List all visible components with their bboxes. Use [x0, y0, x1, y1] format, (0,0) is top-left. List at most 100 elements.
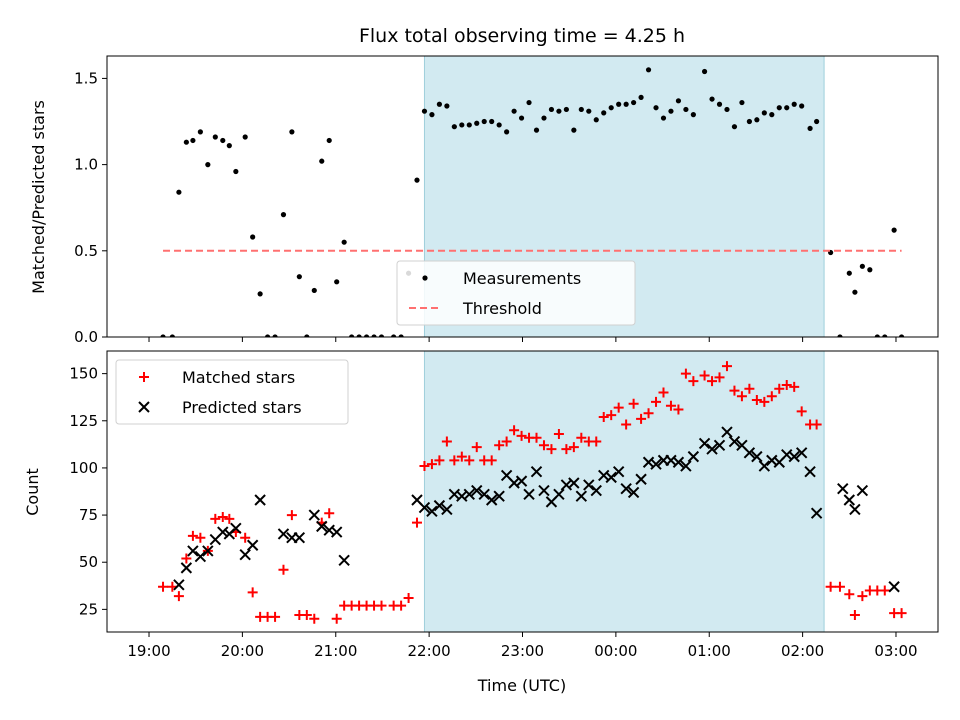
matched-star-point: [628, 398, 639, 409]
measurement-point: [799, 103, 805, 109]
matched-star-point: [301, 610, 312, 621]
matched-star-point: [181, 553, 192, 564]
measurement-point: [311, 287, 317, 294]
predicted-star-point: [635, 473, 647, 485]
measurement-point: [197, 129, 203, 135]
matched-star-point: [673, 404, 684, 415]
measurement-point: [220, 137, 226, 144]
predicted-star-point: [246, 539, 259, 551]
matched-star-point: [651, 396, 662, 407]
top-y-tick-label: 1.5: [74, 69, 98, 87]
measurement-point: [556, 108, 562, 114]
legend-marker-measurements: [422, 275, 428, 281]
matched-star-point: [561, 444, 572, 455]
measurement-point: [541, 115, 547, 121]
bottom-series-matched-stars: [158, 361, 907, 624]
predicted-star-point: [217, 526, 229, 538]
matched-star-point: [759, 396, 770, 407]
predicted-star-point: [254, 494, 266, 506]
measurement-point: [675, 98, 682, 104]
measurement-point: [526, 99, 532, 106]
matched-star-point: [531, 432, 542, 443]
matched-star-point: [658, 387, 669, 398]
matched-star-point: [509, 425, 520, 436]
matched-star-point: [879, 585, 890, 596]
predicted-star-point: [293, 531, 306, 544]
measurement-point: [160, 334, 166, 337]
matched-star-point: [516, 430, 527, 441]
matched-star-point: [403, 593, 414, 604]
measurement-point: [683, 106, 689, 113]
predicted-star-point: [493, 490, 505, 502]
matched-star-point: [224, 513, 235, 524]
measurement-point: [731, 124, 738, 130]
matched-star-point: [411, 517, 422, 528]
predicted-star-point: [338, 554, 350, 567]
top-y-tick-label: 1.0: [74, 156, 98, 174]
legend-label: Predicted stars: [182, 398, 302, 417]
measurement-point: [623, 101, 629, 107]
measurement-point: [784, 105, 790, 111]
legend-marker-predicted: [138, 401, 150, 413]
x-tick-label: 01:00: [688, 642, 731, 660]
predicted-star-point: [515, 475, 528, 487]
matched-star-point: [699, 370, 710, 381]
predicted-star-point: [856, 484, 869, 497]
matched-star-point: [729, 385, 740, 396]
predicted-star-point: [426, 505, 438, 518]
predicted-star-point: [672, 456, 685, 468]
matched-star-point: [247, 587, 258, 598]
matched-star-point: [744, 383, 755, 394]
matched-star-point: [825, 581, 836, 592]
predicted-star-point: [194, 550, 207, 563]
measurement-point: [769, 112, 775, 118]
predicted-star-point: [843, 494, 856, 506]
measurement-point: [421, 108, 428, 114]
measurement-point: [349, 334, 355, 337]
measurement-point: [898, 334, 905, 337]
measurement-point: [668, 108, 674, 114]
predicted-star-point: [605, 471, 617, 484]
predicted-star-point: [627, 486, 640, 499]
predicted-star-point: [680, 460, 692, 472]
measurement-point: [716, 101, 723, 107]
predicted-star-point: [485, 494, 498, 506]
measurement-point: [205, 162, 211, 168]
matched-star-point: [576, 432, 587, 443]
matched-star-point: [195, 532, 206, 543]
measurement-point: [496, 122, 502, 128]
predicted-star-point: [530, 465, 543, 478]
measurement-point: [304, 334, 310, 337]
matched-star-point: [538, 440, 549, 451]
matched-star-point: [636, 413, 647, 424]
legend-box: [115, 359, 349, 425]
top-panel: Flux total observing time = 4.25 h Match…: [29, 25, 939, 346]
matched-star-point: [568, 442, 579, 453]
matched-star-point: [471, 442, 482, 453]
predicted-star-point: [523, 488, 535, 501]
measurement-point: [296, 274, 302, 280]
measurement-point: [341, 239, 347, 245]
measurement-point: [586, 108, 592, 114]
predicted-star-point: [721, 426, 733, 438]
matched-star-point: [811, 419, 822, 430]
legend-box: [396, 260, 636, 326]
measurement-point: [746, 118, 752, 125]
matched-star-point: [707, 376, 718, 387]
matched-star-point: [789, 381, 800, 392]
measurement-point: [852, 289, 858, 295]
predicted-star-point: [698, 437, 711, 450]
measurement-point: [709, 96, 715, 102]
matched-star-point: [606, 410, 617, 421]
measurement-point: [398, 334, 404, 337]
measurement-point: [638, 94, 644, 100]
predicted-star-point: [804, 465, 816, 478]
predicted-star-point: [837, 482, 849, 495]
matched-star-point: [309, 613, 320, 624]
measurement-point: [660, 115, 667, 121]
matched-star-point: [217, 511, 228, 522]
bottom-panel: Time (UTC) Count 25 50 75 100 125 150 19:00 20:…: [23, 350, 939, 695]
matched-star-point: [456, 451, 467, 462]
measurement-point: [289, 129, 295, 135]
legend-label: Threshold: [462, 299, 542, 318]
